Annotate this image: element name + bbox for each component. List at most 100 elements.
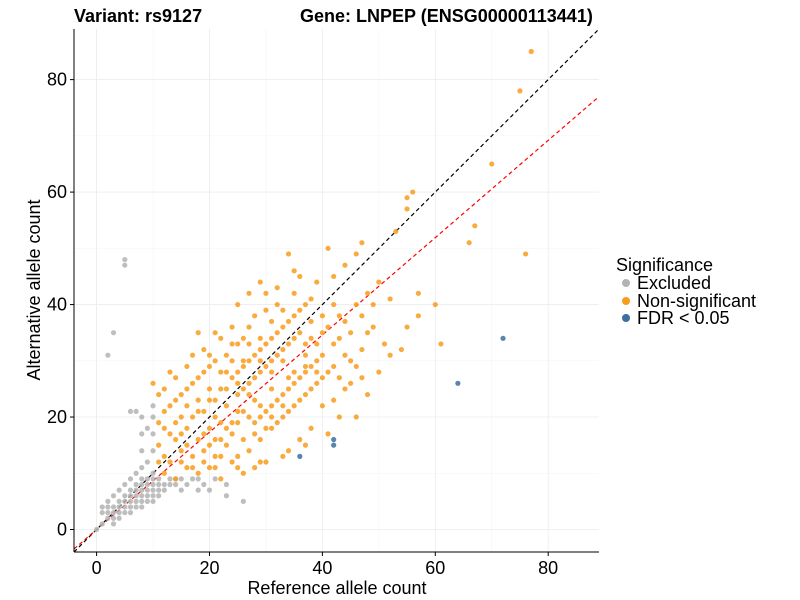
point-non-significant	[297, 397, 303, 403]
point-non-significant	[528, 48, 534, 55]
point-non-significant	[218, 453, 224, 459]
point-non-significant	[308, 335, 314, 341]
point-non-significant	[252, 397, 258, 403]
point-non-significant	[212, 436, 218, 443]
point-excluded	[122, 256, 128, 263]
point-non-significant	[297, 330, 303, 336]
point-excluded	[167, 476, 173, 482]
point-non-significant	[342, 352, 348, 358]
point-non-significant	[252, 352, 258, 358]
point-excluded	[223, 493, 230, 499]
point-non-significant	[359, 346, 365, 353]
point-excluded	[156, 493, 162, 499]
point-non-significant	[223, 369, 230, 375]
point-non-significant	[195, 408, 201, 415]
point-non-significant	[297, 273, 303, 280]
point-non-significant	[184, 442, 190, 448]
point-non-significant	[314, 369, 320, 375]
point-non-significant	[404, 195, 410, 201]
point-excluded	[127, 510, 134, 516]
point-excluded	[110, 504, 117, 510]
point-fdr-0-05	[500, 335, 506, 341]
point-non-significant	[189, 380, 196, 386]
point-non-significant	[212, 414, 218, 420]
point-non-significant	[252, 465, 258, 471]
point-excluded	[206, 487, 213, 493]
point-excluded	[127, 493, 134, 499]
point-non-significant	[195, 330, 201, 336]
point-non-significant	[235, 453, 241, 459]
point-non-significant	[201, 408, 207, 415]
point-non-significant	[268, 386, 275, 392]
point-excluded	[150, 414, 156, 420]
point-non-significant	[280, 358, 286, 364]
point-excluded	[184, 481, 190, 488]
point-non-significant	[291, 369, 297, 375]
point-non-significant	[319, 313, 325, 319]
point-non-significant	[336, 313, 342, 319]
point-non-significant	[156, 391, 162, 398]
point-non-significant	[189, 352, 196, 358]
point-excluded	[150, 448, 156, 454]
point-non-significant	[376, 369, 382, 375]
point-non-significant	[274, 352, 280, 358]
point-non-significant	[285, 448, 292, 454]
point-non-significant	[246, 341, 252, 347]
point-non-significant	[325, 431, 331, 437]
point-excluded	[150, 493, 156, 499]
point-non-significant	[291, 380, 297, 386]
point-non-significant	[291, 313, 297, 319]
legend-title: Significance	[616, 255, 713, 275]
point-non-significant	[235, 465, 241, 471]
point-non-significant	[240, 470, 246, 476]
point-excluded	[139, 476, 145, 482]
point-excluded	[116, 498, 122, 504]
x-tick-label: 80	[538, 558, 558, 578]
point-non-significant	[359, 313, 365, 319]
point-excluded	[223, 481, 230, 488]
point-non-significant	[308, 363, 314, 370]
point-non-significant	[212, 465, 218, 471]
point-non-significant	[178, 431, 184, 437]
legend-key-fdr	[622, 314, 630, 322]
point-non-significant	[246, 391, 252, 398]
point-non-significant	[381, 341, 388, 347]
point-non-significant	[178, 459, 184, 465]
reference-lines	[73, 28, 600, 553]
point-non-significant	[274, 420, 280, 426]
point-non-significant	[263, 307, 269, 313]
point-non-significant	[246, 358, 252, 364]
point-non-significant	[410, 189, 416, 195]
point-non-significant	[229, 324, 235, 330]
point-excluded	[173, 481, 179, 488]
legend: Significance Excluded Non-significant FD…	[616, 255, 756, 328]
point-non-significant	[257, 279, 263, 285]
point-non-significant	[364, 330, 371, 336]
point-non-significant	[246, 290, 252, 296]
point-non-significant	[195, 436, 201, 443]
point-non-significant	[161, 425, 167, 431]
point-non-significant	[438, 341, 444, 347]
point-non-significant	[319, 403, 325, 409]
point-excluded	[150, 470, 156, 476]
point-excluded	[178, 487, 184, 493]
point-non-significant	[268, 369, 275, 375]
point-excluded	[122, 504, 128, 510]
point-excluded	[127, 476, 134, 482]
point-non-significant	[342, 318, 348, 325]
point-non-significant	[246, 324, 252, 330]
point-non-significant	[263, 425, 269, 431]
point-non-significant	[223, 442, 230, 448]
point-non-significant	[229, 358, 235, 364]
point-excluded	[105, 498, 111, 504]
point-non-significant	[206, 425, 213, 431]
point-non-significant	[348, 380, 354, 386]
point-non-significant	[331, 341, 337, 347]
point-excluded	[139, 448, 145, 454]
point-non-significant	[331, 301, 337, 308]
point-excluded	[133, 498, 139, 504]
point-non-significant	[336, 414, 342, 420]
point-non-significant	[331, 397, 337, 403]
point-non-significant	[212, 453, 218, 459]
